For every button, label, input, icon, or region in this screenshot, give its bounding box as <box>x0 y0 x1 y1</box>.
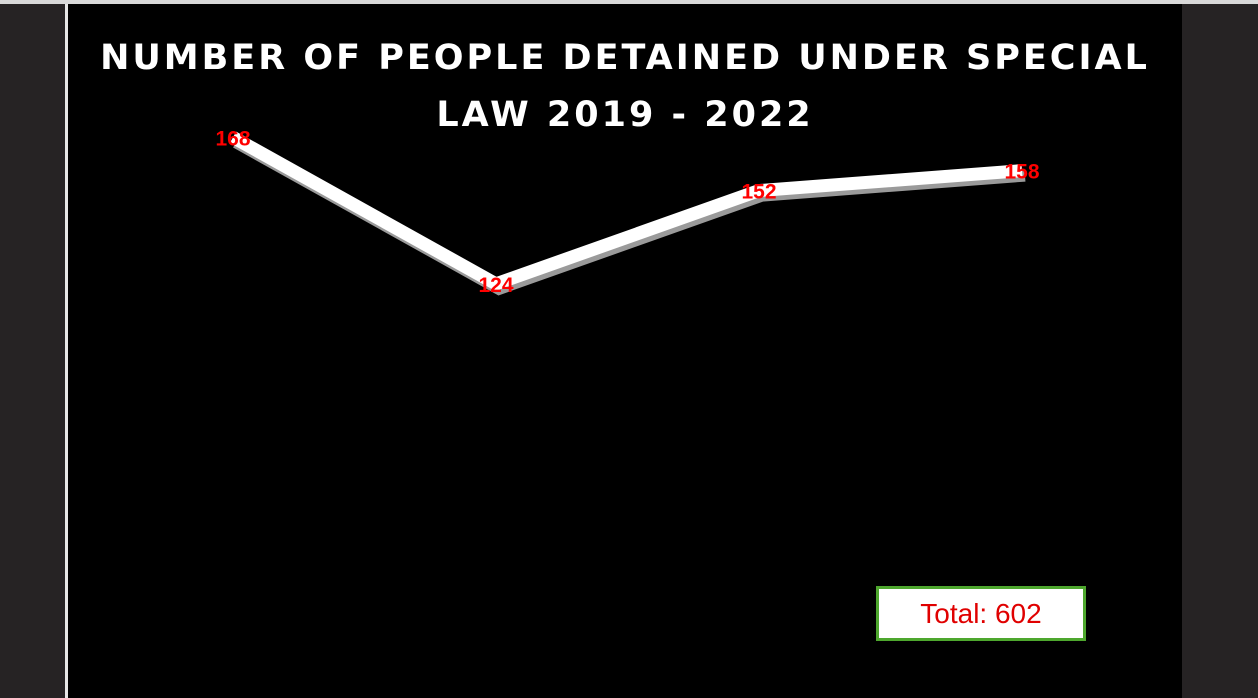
left-divider <box>65 4 68 698</box>
series-line-shadow <box>233 137 1026 296</box>
left-panel <box>0 4 65 698</box>
window-top-border <box>0 0 1258 4</box>
data-label-2020: 124 <box>478 274 513 297</box>
chart-slide: NUMBER OF PEOPLE DETAINED UNDER SPECIAL … <box>68 4 1182 698</box>
total-label: Total: 602 <box>920 597 1042 629</box>
data-label-2022: 158 <box>1004 161 1039 184</box>
total-annotation: Total: 602 <box>876 586 1086 641</box>
right-panel <box>1182 4 1258 698</box>
chart-title: NUMBER OF PEOPLE DETAINED UNDER SPECIAL … <box>100 38 1150 135</box>
data-label-2019: 168 <box>215 127 250 150</box>
data-label-2021: 152 <box>741 181 776 204</box>
line-chart: 168 124 152 158 <box>215 127 1040 698</box>
series-line <box>229 131 1023 291</box>
